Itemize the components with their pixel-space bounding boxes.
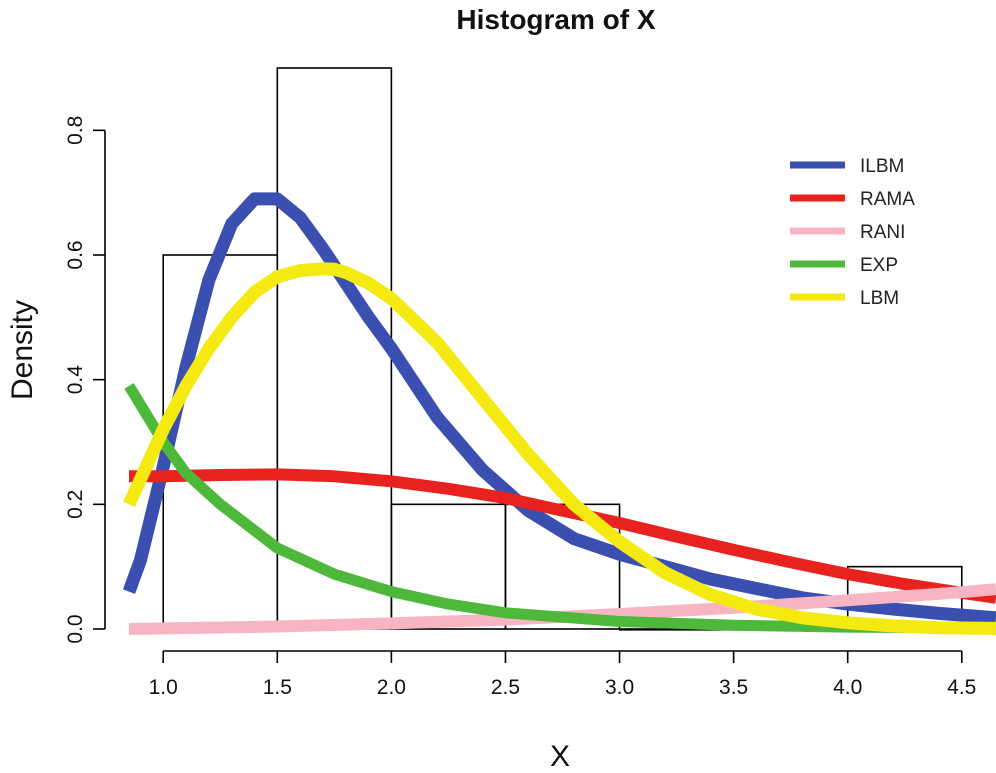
curve-lbm (123, 262, 996, 635)
y-tick-label: 0.0 (64, 614, 87, 643)
curve-ilbm (122, 192, 996, 625)
x-tick-label: 3.5 (719, 676, 748, 699)
legend-label-rama: RAMA (860, 189, 915, 210)
density-curves (122, 192, 996, 635)
legend-label-lbm: LBM (860, 288, 899, 309)
chart-title: Histogram of X (456, 4, 655, 35)
x-tick-label: 1.5 (263, 676, 292, 699)
histogram-bar-4 (504, 503, 621, 630)
y-axis: 0.0 0.2 0.4 0.6 0.8 (64, 116, 106, 644)
histogram-bar-2 (276, 67, 393, 630)
y-axis-title: Density (6, 300, 39, 400)
x-tick-label: 4.5 (947, 676, 976, 699)
curve-rani (128, 583, 996, 635)
y-tick-label: 0.4 (64, 365, 87, 395)
y-tick-label: 0.2 (64, 490, 87, 519)
x-axis: 1.0 1.5 2.0 2.5 3.0 3.5 4.0 4.5 (149, 650, 976, 699)
x-axis-title: X (550, 740, 570, 773)
x-tick-label: 3.0 (605, 676, 634, 699)
legend: ILBM RAMA RANI EXP LBM (790, 156, 915, 309)
curve-exp (124, 383, 996, 634)
legend-label-exp: EXP (860, 255, 898, 276)
x-tick-label: 2.0 (377, 676, 406, 699)
x-tick-label: 4.0 (833, 676, 862, 699)
x-tick-label: 1.0 (149, 676, 178, 699)
legend-label-ilbm: ILBM (860, 156, 904, 177)
legend-label-rani: RANI (860, 222, 905, 243)
y-tick-label: 0.8 (64, 116, 87, 145)
x-tick-label: 2.5 (491, 676, 520, 699)
histogram-bar-1 (162, 254, 279, 630)
curve-rama (129, 468, 996, 604)
y-tick-label: 0.6 (64, 240, 87, 269)
